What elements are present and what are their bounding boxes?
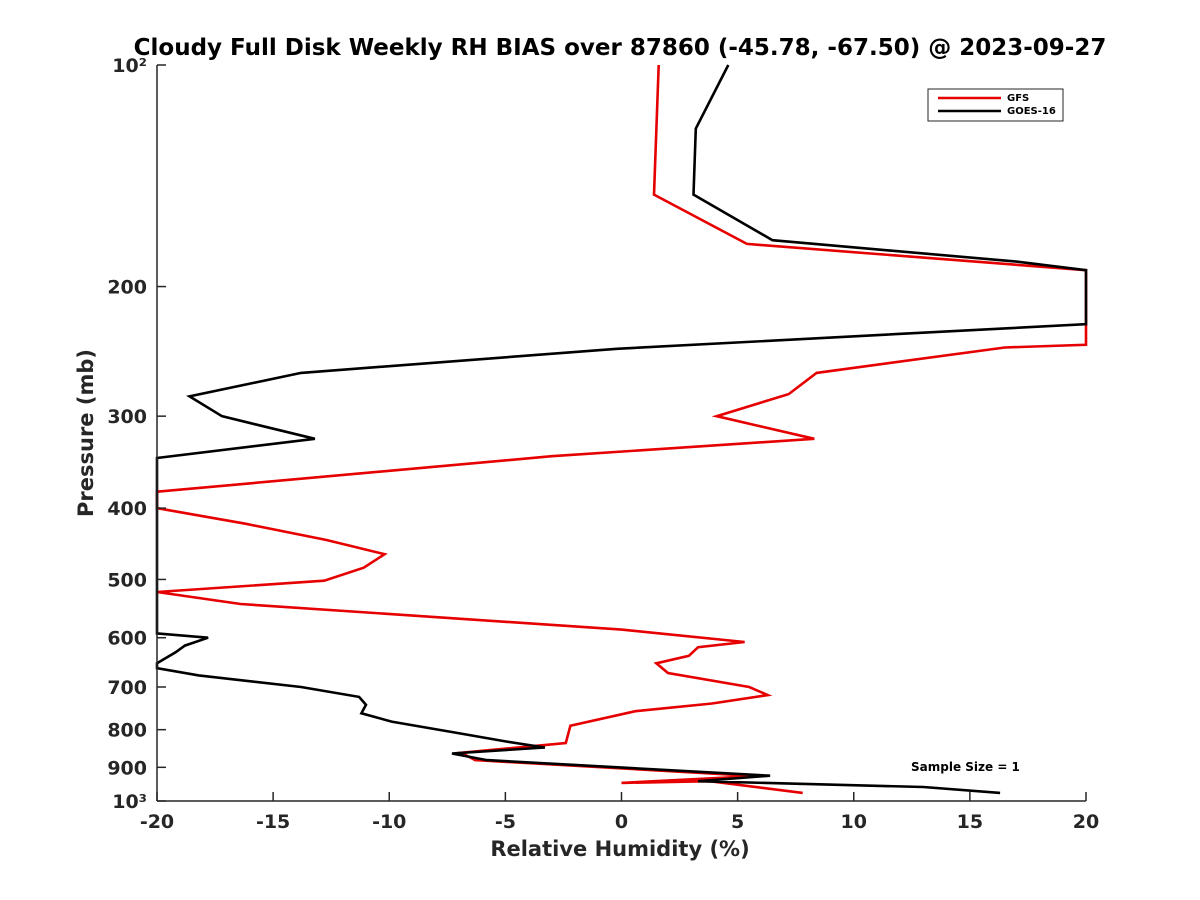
series-layer (155, 64, 1088, 795)
y-axis-ticks: 10² 200 300 400 500 600 700 800 900 10³ (107, 55, 166, 813)
x-tick-label: 10 (841, 811, 867, 833)
x-tick-label: -10 (372, 811, 406, 833)
series-line-gfs (155, 64, 1088, 795)
x-tick-label: 5 (731, 811, 744, 833)
y-tick-label: 800 (107, 720, 147, 742)
y-tick-label: 600 (107, 628, 147, 650)
y-tick-label: 10³ (112, 791, 147, 813)
y-tick-label: 10² (112, 55, 147, 77)
x-tick-label: -20 (140, 811, 174, 833)
chart-title: Cloudy Full Disk Weekly RH BIAS over 878… (134, 35, 1107, 61)
x-tick-label: -15 (256, 811, 290, 833)
y-tick-label: 200 (107, 277, 147, 299)
series-line-goes16 (155, 64, 1088, 795)
legend-label-gfs: GFS (1007, 93, 1029, 104)
y-tick-label: 500 (107, 569, 147, 591)
x-axis-ticks: -20 -15 -10 -5 0 5 10 15 20 (140, 792, 1099, 833)
y-axis-title: Pressure (mb) (74, 349, 98, 517)
x-axis-title: Relative Humidity (%) (490, 837, 749, 861)
x-tick-label: 20 (1073, 811, 1099, 833)
plot-background (157, 65, 1086, 801)
plot-area: -20 -15 -10 -5 0 5 10 15 20 10² 200 300 400 500 600 70… (107, 55, 1099, 833)
y-tick-label: 900 (107, 757, 147, 779)
legend-box (927, 88, 1064, 122)
legend: GFS GOES-16 (927, 88, 1064, 122)
x-tick-label: 0 (615, 811, 628, 833)
legend-label-goes16: GOES-16 (1007, 106, 1056, 117)
y-tick-label: 300 (107, 406, 147, 428)
sample-size-annotation: Sample Size = 1 (911, 760, 1020, 774)
x-tick-label: -5 (495, 811, 516, 833)
y-tick-label: 400 (107, 498, 147, 520)
x-tick-label: 15 (957, 811, 983, 833)
y-tick-label: 700 (107, 677, 147, 699)
